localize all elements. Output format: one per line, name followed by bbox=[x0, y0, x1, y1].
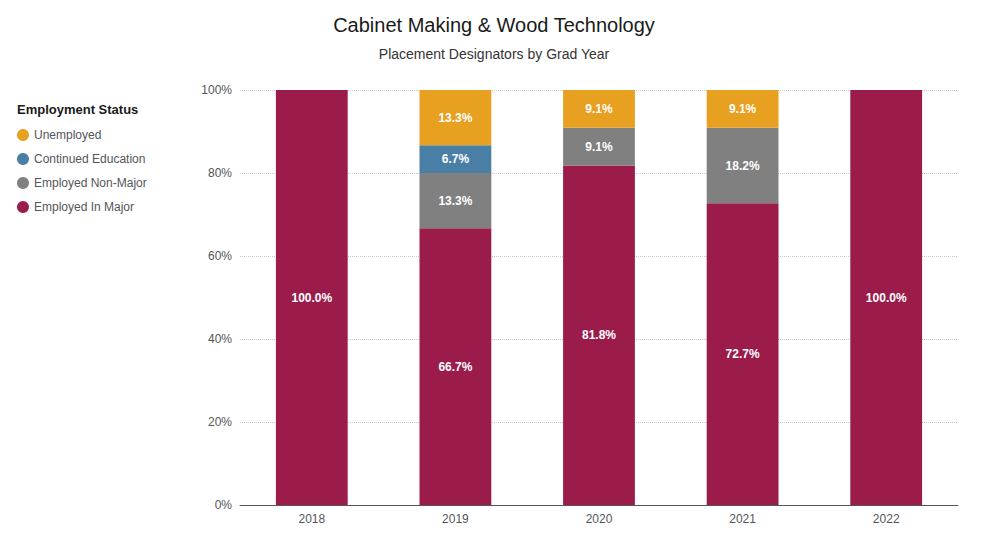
svg-text:Placement Designators by Grad: Placement Designators by Grad Year bbox=[379, 46, 610, 62]
svg-text:6.7%: 6.7% bbox=[442, 152, 470, 166]
svg-text:Employed In Major: Employed In Major bbox=[34, 200, 134, 214]
svg-text:Continued Education: Continued Education bbox=[34, 152, 145, 166]
svg-text:60%: 60% bbox=[208, 249, 232, 263]
svg-text:9.1%: 9.1% bbox=[729, 102, 757, 116]
svg-text:13.3%: 13.3% bbox=[438, 111, 472, 125]
svg-text:100.0%: 100.0% bbox=[291, 291, 332, 305]
svg-text:Unemployed: Unemployed bbox=[34, 128, 101, 142]
svg-text:66.7%: 66.7% bbox=[438, 360, 472, 374]
svg-text:18.2%: 18.2% bbox=[726, 159, 760, 173]
svg-text:40%: 40% bbox=[208, 332, 232, 346]
svg-text:13.3%: 13.3% bbox=[438, 194, 472, 208]
svg-text:2022: 2022 bbox=[873, 512, 900, 526]
svg-text:9.1%: 9.1% bbox=[585, 102, 613, 116]
svg-text:2020: 2020 bbox=[586, 512, 613, 526]
svg-text:Cabinet Making & Wood Technolo: Cabinet Making & Wood Technology bbox=[333, 14, 655, 36]
svg-text:72.7%: 72.7% bbox=[726, 347, 760, 361]
svg-text:Employment Status: Employment Status bbox=[17, 102, 138, 117]
svg-text:100.0%: 100.0% bbox=[866, 291, 907, 305]
svg-text:9.1%: 9.1% bbox=[585, 140, 613, 154]
svg-text:0%: 0% bbox=[215, 498, 233, 512]
svg-text:Employed Non-Major: Employed Non-Major bbox=[34, 176, 147, 190]
svg-text:20%: 20% bbox=[208, 415, 232, 429]
svg-text:81.8%: 81.8% bbox=[582, 328, 616, 342]
svg-text:80%: 80% bbox=[208, 166, 232, 180]
svg-text:2019: 2019 bbox=[442, 512, 469, 526]
svg-text:2018: 2018 bbox=[298, 512, 325, 526]
svg-text:2021: 2021 bbox=[729, 512, 756, 526]
svg-text:100%: 100% bbox=[201, 83, 232, 97]
